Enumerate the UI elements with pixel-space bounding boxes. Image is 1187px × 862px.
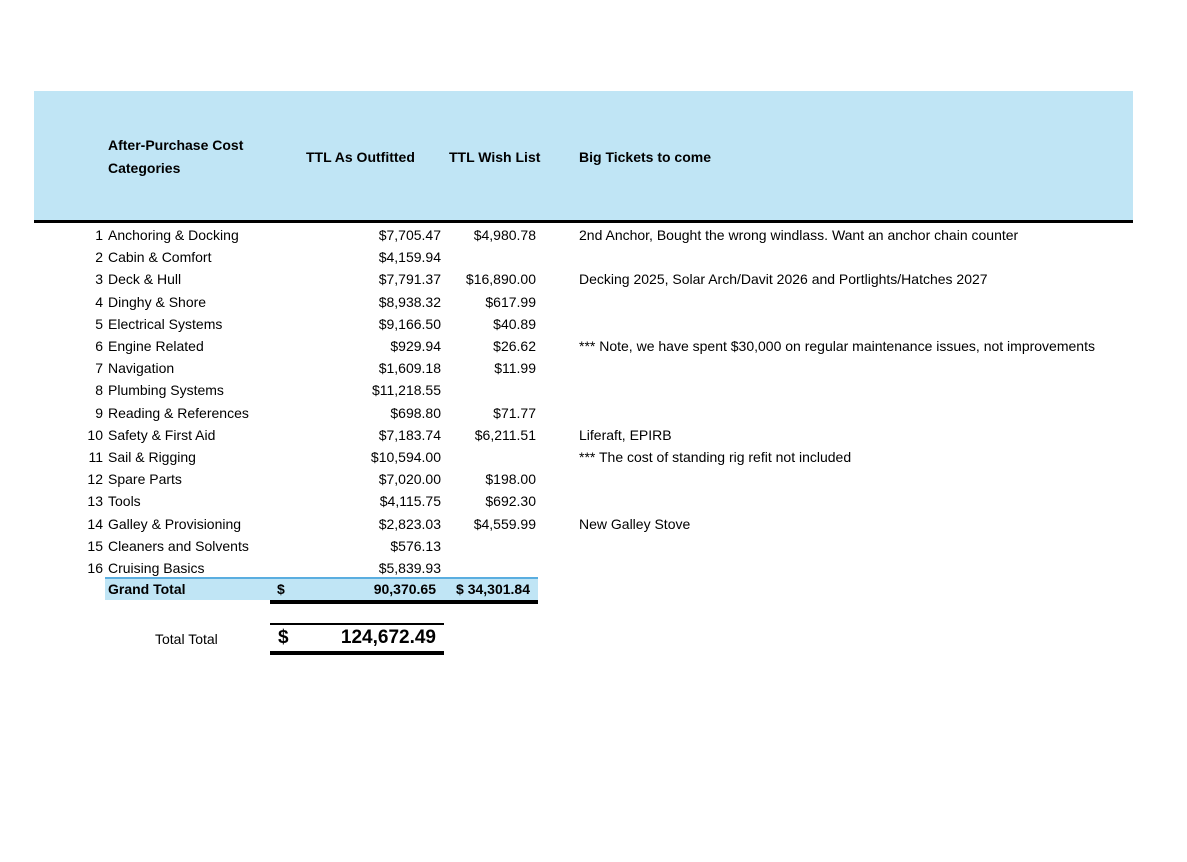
total-total-label: Total Total bbox=[155, 631, 218, 647]
grand-total-currency: $ bbox=[277, 581, 285, 597]
row-number: 8 bbox=[95, 382, 103, 399]
wish-amount: $26.62 bbox=[493, 338, 536, 354]
wish-amount: $4,559.99 bbox=[473, 515, 536, 532]
header-outfitted: TTL As Outfitted bbox=[306, 149, 415, 165]
outfitted-amount: $7,020.00 bbox=[378, 471, 441, 488]
row-number: 9 bbox=[95, 404, 103, 421]
table-row: 5 Electrical Systems $9,166.50 $40.89 bbox=[0, 313, 1187, 335]
category-name: Engine Related bbox=[108, 338, 204, 354]
row-number: 6 bbox=[95, 338, 103, 354]
header-category: After-Purchase Cost Categories bbox=[108, 137, 244, 176]
outfitted-amount: $1,609.18 bbox=[378, 360, 441, 377]
wish-amount: $16,890.00 bbox=[465, 271, 536, 288]
wish-amount: $71.77 bbox=[493, 404, 536, 421]
row-number: 16 bbox=[87, 560, 103, 576]
table-row: 12 Spare Parts $7,020.00 $198.00 bbox=[0, 468, 1187, 490]
grand-total-row: Grand Total $ 90,370.65 $ 34,301.84 bbox=[105, 579, 538, 600]
big-ticket-note: Liferaft, EPIRB bbox=[579, 426, 672, 443]
table-row: 4 Dinghy & Shore $8,938.32 $617.99 bbox=[0, 291, 1187, 313]
row-number: 11 bbox=[88, 449, 103, 465]
big-ticket-note: *** Note, we have spent $30,000 on regul… bbox=[579, 338, 1095, 354]
table-row: 6 Engine Related $929.94 $26.62 *** Note, w… bbox=[0, 335, 1187, 357]
table-row: 13 Tools $4,115.75 $692.30 bbox=[0, 490, 1187, 512]
row-number: 14 bbox=[87, 515, 103, 532]
table-row: 14 Galley & Provisioning $2,823.03 $4,559.9… bbox=[0, 513, 1187, 535]
category-name: Cabin & Comfort bbox=[108, 249, 212, 266]
category-name: Anchoring & Docking bbox=[108, 227, 239, 243]
outfitted-amount: $5,839.93 bbox=[378, 560, 441, 576]
row-number: 2 bbox=[95, 249, 103, 266]
outfitted-amount: $7,705.47 bbox=[378, 227, 441, 243]
wish-amount: $692.30 bbox=[485, 493, 536, 510]
grand-total-wish: $ 34,301.84 bbox=[456, 581, 530, 597]
outfitted-amount: $576.13 bbox=[390, 537, 441, 554]
table-row: 15 Cleaners and Solvents $576.13 bbox=[0, 535, 1187, 557]
row-number: 1 bbox=[95, 227, 103, 243]
table-row: 1 Anchoring & Docking $7,705.47 $4,980.78 2n… bbox=[0, 224, 1187, 246]
table-row: 10 Safety & First Aid $7,183.74 $6,211.51 Li… bbox=[0, 424, 1187, 446]
wish-amount: $11.99 bbox=[494, 360, 536, 377]
header-tickets: Big Tickets to come bbox=[579, 149, 712, 165]
grand-total-label: Grand Total bbox=[108, 581, 186, 597]
header-band bbox=[34, 91, 1133, 223]
total-total-double-underline bbox=[270, 651, 444, 655]
row-number: 10 bbox=[87, 426, 103, 443]
table-row: 9 Reading & References $698.80 $71.77 bbox=[0, 402, 1187, 424]
table-row: 16 Cruising Basics $5,839.93 bbox=[0, 557, 1187, 579]
outfitted-amount: $4,115.75 bbox=[379, 493, 441, 510]
header-wish: TTL Wish List bbox=[449, 149, 541, 165]
total-total-value: 124,672.49 bbox=[340, 627, 436, 648]
category-name: Deck & Hull bbox=[108, 271, 182, 288]
outfitted-amount: $4,159.94 bbox=[378, 249, 441, 266]
category-name: Sail & Rigging bbox=[108, 449, 196, 465]
category-name: Safety & First Aid bbox=[108, 426, 216, 443]
wish-amount: $198.00 bbox=[485, 471, 536, 488]
category-name: Electrical Systems bbox=[108, 315, 223, 332]
row-number: 4 bbox=[95, 293, 103, 310]
category-name: Reading & References bbox=[108, 404, 249, 421]
category-name: Dinghy & Shore bbox=[108, 293, 207, 310]
wish-amount: $40.89 bbox=[493, 315, 536, 332]
category-name: Plumbing Systems bbox=[108, 382, 224, 399]
row-number: 3 bbox=[95, 271, 103, 288]
outfitted-amount: $8,938.32 bbox=[378, 293, 441, 310]
outfitted-amount: $7,183.74 bbox=[378, 426, 441, 443]
row-number: 5 bbox=[95, 315, 103, 332]
row-number: 12 bbox=[87, 471, 103, 488]
big-ticket-note: Decking 2025, Solar Arch/Davit 2026 and … bbox=[579, 271, 988, 288]
table-row: 3 Deck & Hull $7,791.37 $16,890.00 Decking 2… bbox=[0, 268, 1187, 290]
category-name: Spare Parts bbox=[108, 471, 182, 488]
category-name: Navigation bbox=[108, 360, 175, 377]
outfitted-amount: $7,791.37 bbox=[378, 271, 441, 288]
grand-total-outfitted: 90,370.65 bbox=[373, 581, 436, 597]
outfitted-amount: $9,166.50 bbox=[378, 315, 441, 332]
category-name: Galley & Provisioning bbox=[108, 515, 242, 532]
big-ticket-note: 2nd Anchor, Bought the wrong windlass. W… bbox=[579, 227, 1019, 243]
outfitted-amount: $2,823.03 bbox=[378, 515, 441, 532]
row-number: 7 bbox=[95, 360, 103, 377]
outfitted-amount: $929.94 bbox=[390, 338, 441, 354]
row-number: 13 bbox=[87, 493, 103, 510]
outfitted-amount: $10,594.00 bbox=[370, 449, 441, 465]
table-row: 11 Sail & Rigging $10,594.00 *** The cost … bbox=[0, 446, 1187, 468]
wish-amount: $6,211.51 bbox=[474, 426, 536, 443]
table-row: 2 Cabin & Comfort $4,159.94 bbox=[0, 246, 1187, 268]
total-total-currency: $ bbox=[278, 627, 289, 648]
grand-total-top-border bbox=[105, 577, 538, 579]
category-name: Cruising Basics bbox=[108, 560, 205, 576]
big-ticket-note: *** The cost of standing rig refit not i… bbox=[579, 449, 852, 465]
row-number: 15 bbox=[87, 537, 103, 554]
big-ticket-note: New Galley Stove bbox=[579, 515, 691, 532]
category-name: Tools bbox=[108, 493, 141, 510]
table-row: 7 Navigation $1,609.18 $11.99 bbox=[0, 357, 1187, 379]
total-total-top-line bbox=[270, 623, 444, 625]
category-name: Cleaners and Solvents bbox=[108, 537, 249, 554]
wish-amount: $617.99 bbox=[485, 293, 536, 310]
outfitted-amount: $698.80 bbox=[390, 404, 441, 421]
grand-total-double-underline bbox=[270, 600, 538, 604]
wish-amount: $4,980.78 bbox=[473, 227, 536, 243]
table-row: 8 Plumbing Systems $11,218.55 bbox=[0, 379, 1187, 401]
outfitted-amount: $11,218.55 bbox=[371, 382, 441, 399]
